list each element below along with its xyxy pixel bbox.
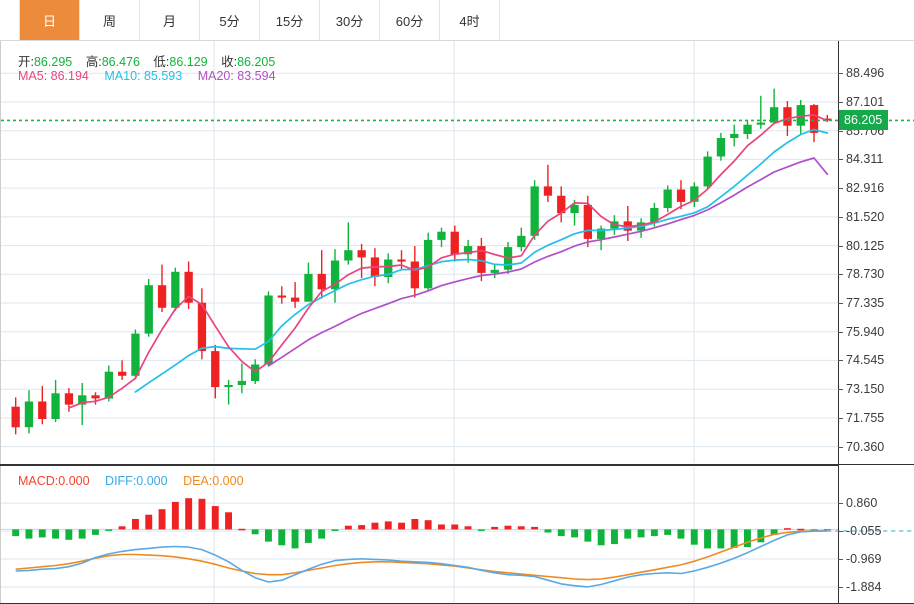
axis-tick-mark [838, 331, 843, 333]
axis-tick-mark [838, 303, 843, 304]
macd-axis-tick-label: -1.884 [846, 580, 882, 594]
price-axis-tick-label: 88.496 [846, 66, 885, 81]
macd-axis-tick-label: -0.969 [846, 552, 882, 566]
tab-30min[interactable]: 30分 [320, 0, 380, 40]
axis-tick-mark [838, 245, 843, 247]
tab-day[interactable]: 日 [20, 0, 80, 40]
high-value: 86.476 [101, 55, 140, 69]
tab-month[interactable]: 月 [140, 0, 200, 40]
period-tab-bar: 日 周 月 5分 15分 30分 60分 4时 [0, 0, 914, 41]
tab-15min-label: 15分 [275, 13, 304, 29]
price-axis-tick-label: 73.150 [846, 382, 885, 397]
axis-tick-mark [838, 446, 843, 448]
ohlc-legend: 开:86.295 高:86.476 低:86.129 收:86.205 [18, 51, 285, 70]
tab-day-label: 日 [42, 13, 56, 29]
macd-legend: MACD:0.000 DIFF:0.000 DEA:0.000 [18, 474, 256, 488]
tabbar-right-spacer [500, 0, 914, 40]
tab-60min[interactable]: 60分 [380, 0, 440, 40]
axis-tick-mark [838, 216, 843, 218]
axis-tick-mark [838, 389, 843, 391]
price-axis-tick-label: 81.520 [846, 209, 885, 224]
axis-tick-mark [838, 559, 843, 560]
price-axis-tick-label: 80.125 [846, 238, 885, 253]
price-axis-tick-label: 70.360 [846, 439, 885, 454]
axis-tick-mark [838, 531, 843, 533]
tab-week[interactable]: 周 [80, 0, 140, 40]
price-axis-tick-label: 87.101 [846, 95, 885, 109]
panel-divider-right [838, 464, 914, 465]
price-axis-tick-label: 84.311 [846, 152, 884, 167]
high-label: 高: [85, 55, 102, 69]
ma20-legend: MA20: 83.594 [197, 69, 276, 83]
price-axis-tick-label: 71.755 [846, 410, 885, 425]
price-axis-tick-label: 75.940 [846, 324, 885, 339]
low-label: 低: [153, 55, 170, 69]
chart-left-border [0, 41, 1, 604]
tabbar-left-spacer [0, 0, 20, 40]
tab-5min[interactable]: 5分 [200, 0, 260, 40]
axis-tick-mark [838, 159, 843, 161]
chart-frame: 开:86.295 高:86.476 低:86.129 收:86.205 MA5:… [0, 41, 914, 604]
axis-tick-mark [838, 130, 843, 132]
candlestick-chart-canvas [1, 41, 914, 602]
low-value: 86.129 [169, 55, 208, 69]
price-axis-tick-label: 77.335 [846, 296, 885, 310]
price-axis-tick-label: 82.916 [846, 181, 885, 196]
tab-30min-label: 30分 [335, 13, 364, 29]
axis-tick-mark [838, 188, 843, 190]
tab-15min[interactable]: 15分 [260, 0, 320, 40]
axis-tick-mark [838, 417, 843, 419]
panel-divider [0, 464, 838, 466]
axis-tick-mark [838, 503, 843, 505]
close-value: 86.205 [237, 55, 276, 69]
axis-tick-mark [838, 102, 843, 103]
price-axis-tick-label: 74.545 [846, 353, 885, 368]
ma-legend: MA5: 86.194 MA10: 85.593 MA20: 83.594 [18, 69, 288, 83]
open-value: 86.295 [33, 55, 73, 69]
tab-4hour-label: 4时 [459, 13, 480, 29]
axis-tick-mark [838, 587, 843, 588]
axis-tick-mark [838, 360, 843, 362]
dea-value: DEA:0.000 [183, 474, 244, 488]
macd-axis-tick-label: 0.860 [846, 496, 878, 511]
tab-5min-label: 5分 [219, 13, 240, 29]
tab-week-label: 周 [102, 13, 116, 29]
tab-month-label: 月 [162, 13, 176, 29]
tab-4hour[interactable]: 4时 [440, 0, 500, 40]
open-label: 开: [18, 55, 34, 69]
diff-value: DIFF:0.000 [105, 474, 168, 488]
price-axis-line [838, 41, 839, 604]
axis-tick-mark [838, 274, 843, 276]
current-price-badge: 86.205 [839, 110, 889, 131]
macd-value: MACD:0.000 [18, 474, 90, 488]
axis-tick-mark [838, 73, 843, 75]
close-label: 收: [221, 55, 238, 69]
price-axis-tick-label: 78.730 [846, 267, 885, 282]
ma10-legend: MA10: 85.593 [104, 69, 183, 83]
macd-axis-tick-label: -0.055 [846, 524, 882, 539]
ma5-legend: MA5: 86.194 [18, 69, 89, 83]
tab-60min-label: 60分 [395, 13, 424, 29]
